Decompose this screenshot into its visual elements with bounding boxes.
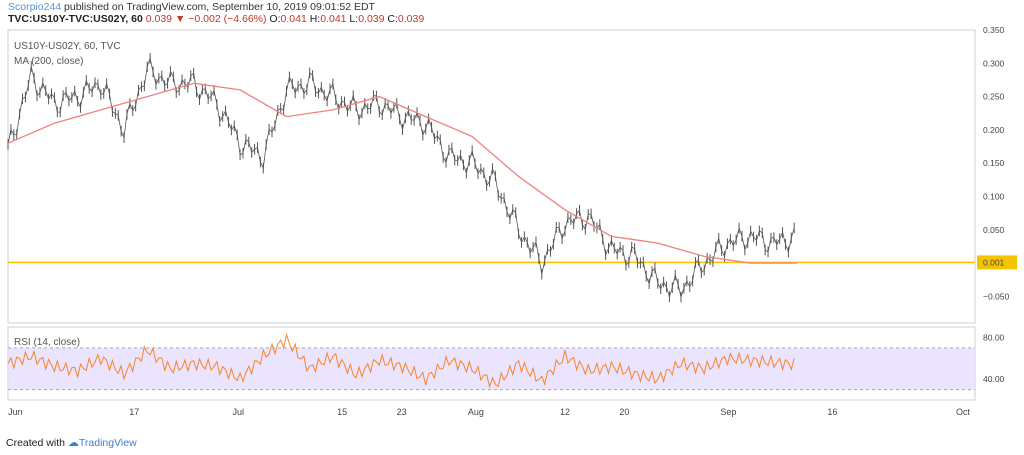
open-label: O: [269, 13, 281, 25]
open-value: 0.041 [280, 13, 307, 25]
ma-legend[interactable]: MA (200, close) [14, 56, 84, 67]
series-legend[interactable]: US10Y-US02Y, 60, TVC [14, 41, 121, 52]
x-tick-label: Jul [232, 407, 244, 417]
last-value: 0.039 [145, 13, 173, 25]
y-tick-label: 0.150 [983, 158, 1005, 168]
y-tick-label: 0.250 [983, 92, 1005, 102]
x-tick-label: 17 [129, 407, 139, 417]
x-tick-label: Jun [8, 407, 23, 417]
x-tick-label: 20 [619, 407, 629, 417]
footer: Created with ☁TradingView [6, 436, 137, 449]
ohlc-bar: TVC:US10Y-TVC:US02Y, 60 0.039 ▼ −0.002 (… [8, 13, 424, 25]
close-label: C: [387, 13, 398, 25]
close-value: 0.039 [397, 13, 425, 25]
x-tick-label: Aug [468, 407, 484, 417]
y-tick-label: 0.050 [983, 225, 1005, 235]
high-label: H: [309, 13, 321, 25]
price-chart[interactable]: 0.350 0.300 0.250 0.200 0.150 0.100 0.050 0.001… [0, 0, 1024, 430]
rsi-tick-label: 40.00 [983, 374, 1005, 384]
symbol-label: TVC:US10Y-TVC:US02Y, 60 [8, 13, 143, 25]
y-tick-highlight [977, 255, 1017, 270]
x-tick-label: 15 [337, 407, 347, 417]
author-link[interactable]: Scorpio244 [8, 1, 62, 13]
rsi-tick-label: 80.00 [983, 332, 1005, 342]
low-value: 0.039 [358, 13, 385, 25]
y-tick-label: 0.200 [983, 125, 1005, 135]
publish-text: published on TradingView.com, September … [61, 1, 375, 13]
y-tick-label: 0.300 [983, 58, 1005, 68]
change-value: −0.002 (−4.66%) [188, 13, 267, 25]
y-tick-label: 0.100 [983, 191, 1005, 201]
low-label: L: [349, 13, 359, 25]
rsi-line [7, 332, 795, 389]
x-tick-label: 23 [397, 407, 407, 417]
main-pane-frame [7, 29, 976, 324]
x-tick-label: 12 [560, 407, 570, 417]
rsi-legend[interactable]: RSI (14, close) [14, 337, 81, 348]
y-tick-label: 0.350 [983, 25, 1005, 35]
created-with-label: Created with [6, 437, 65, 449]
publish-info: Scorpio244 published on TradingView.com,… [8, 1, 375, 13]
y-tick-label: 0.001 [983, 257, 1005, 267]
rsi-band [8, 347, 975, 390]
x-tick-label: Oct [956, 407, 971, 417]
tradingview-link[interactable]: TradingView [78, 437, 137, 449]
x-tick-label: Sep [720, 407, 736, 417]
down-arrow-icon: ▼ [174, 13, 186, 25]
y-tick-label: −0.050 [983, 291, 1010, 301]
tradingview-logo-icon: ☁ [67, 437, 79, 449]
price-line [7, 56, 795, 299]
x-tick-label: 16 [827, 407, 837, 417]
ma-line [7, 82, 798, 264]
high-value: 0.041 [320, 13, 347, 25]
